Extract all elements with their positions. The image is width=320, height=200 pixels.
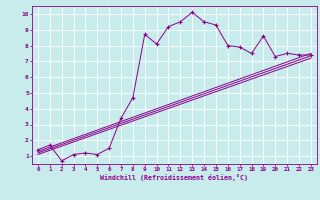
X-axis label: Windchill (Refroidissement éolien,°C): Windchill (Refroidissement éolien,°C): [100, 174, 248, 181]
